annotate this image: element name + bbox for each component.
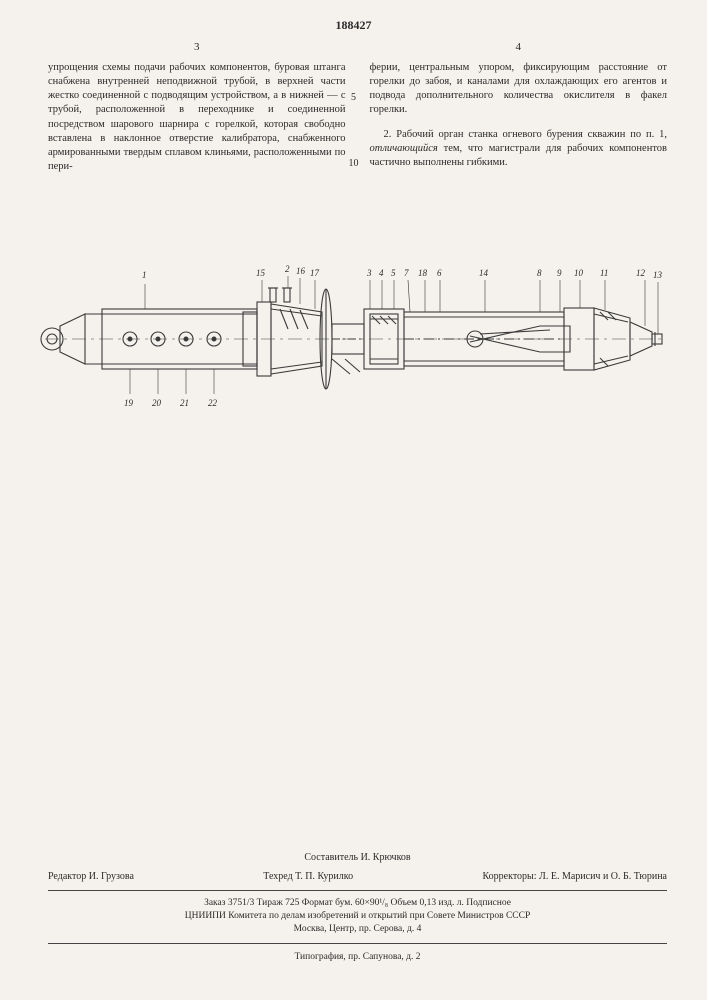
footer: Составитель И. Крючков Редактор И. Грузо…	[48, 850, 667, 964]
corrector: Корректоры: Л. Е. Марисич и О. Б. Тюрина	[482, 869, 667, 884]
staff-row: Редактор И. Грузова Техред Т. П. Курилко…	[48, 869, 667, 884]
p2-italic: отличающийся	[370, 143, 438, 154]
left-column: 3 упрощения схемы подачи рабочих компоне…	[48, 40, 346, 174]
fig-label-12: 12	[636, 268, 646, 278]
fig-label-7: 7	[404, 268, 409, 278]
text-columns: 3 упрощения схемы подачи рабочих компоне…	[48, 40, 667, 174]
fig-label-14: 14	[479, 268, 489, 278]
line-marker-10: 10	[349, 158, 359, 169]
fig-label-18: 18	[418, 268, 428, 278]
fig-label-5: 5	[391, 268, 396, 278]
fig-label-19: 19	[124, 398, 134, 408]
tech-editor: Техред Т. П. Курилко	[263, 869, 353, 884]
fig-label-22: 22	[208, 398, 218, 408]
fig-label-15: 15	[256, 268, 266, 278]
fig-label-3: 3	[366, 268, 372, 278]
right-col-number: 4	[370, 40, 668, 55]
fig-label-11: 11	[600, 268, 608, 278]
fig-label-6: 6	[437, 268, 442, 278]
fig-label-9: 9	[557, 268, 562, 278]
document-number: 188427	[336, 18, 372, 33]
line-marker-5: 5	[351, 92, 356, 103]
fig-label-8: 8	[537, 268, 542, 278]
fig-label-1: 1	[142, 270, 147, 280]
fig-label-13: 13	[653, 270, 663, 280]
drawing-svg: 1 15 2 16 17 3 4 5 7 18 6 14 8 9 10 11 1…	[30, 254, 670, 424]
fig-label-10: 10	[574, 268, 584, 278]
typography-line: Типография, пр. Сапунова, д. 2	[48, 950, 667, 964]
editor: Редактор И. Грузова	[48, 869, 134, 884]
right-column: 4 ферии, центральным упором, фиксирующим…	[370, 40, 668, 174]
fig-label-20: 20	[152, 398, 162, 408]
left-paragraph: упрощения схемы подачи рабочих компонент…	[48, 61, 346, 174]
technical-drawing: 1 15 2 16 17 3 4 5 7 18 6 14 8 9 10 11 1…	[30, 254, 670, 424]
composer: Составитель И. Крючков	[48, 850, 667, 865]
fig-label-21: 21	[180, 398, 189, 408]
imprint-line-2: ЦНИИПИ Комитета по делам изобретений и о…	[48, 910, 667, 923]
fig-label-2: 2	[285, 264, 290, 274]
p2-prefix: 2. Рабочий орган станка огневого бурения…	[384, 129, 668, 140]
imprint-line-3: Москва, Центр, пр. Серова, д. 4	[48, 923, 667, 936]
left-col-number: 3	[48, 40, 346, 55]
imprint-line-1: Заказ 3751/3 Тираж 725 Формат бум. 60×90…	[48, 897, 667, 910]
fig-label-17: 17	[310, 268, 320, 278]
right-paragraph-2: 2. Рабочий орган станка огневого бурения…	[370, 128, 668, 171]
right-paragraph-1: ферии, центральным упором, фиксирующим р…	[370, 61, 668, 118]
divider-2	[48, 943, 667, 944]
divider-1	[48, 890, 667, 891]
fig-label-4: 4	[379, 268, 384, 278]
fig-label-16: 16	[296, 266, 306, 276]
